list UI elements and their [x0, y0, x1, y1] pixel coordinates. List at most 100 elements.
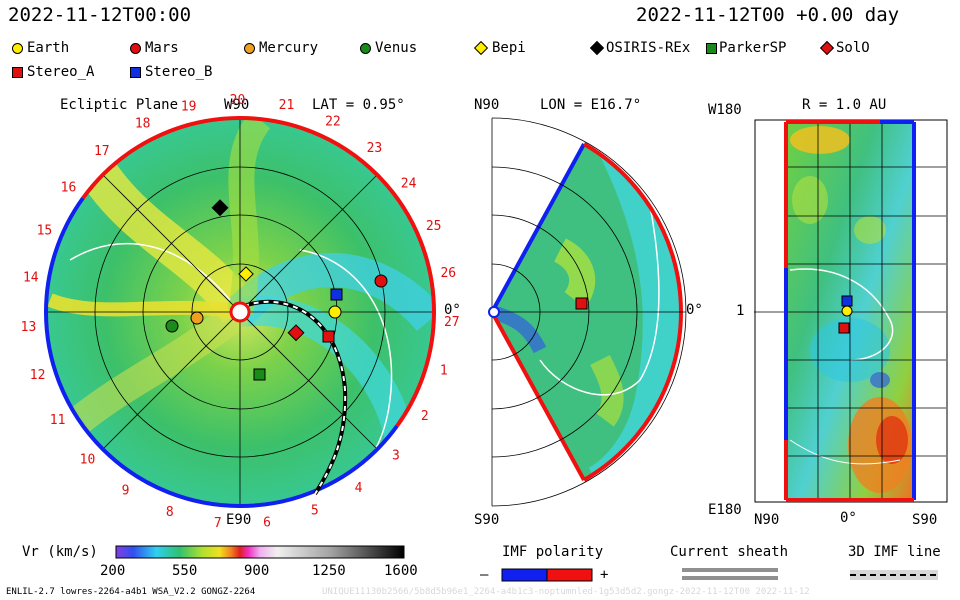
- carrington-number: 10: [80, 452, 96, 467]
- stereo-a-marker-icon: [12, 66, 23, 78]
- legend-label: Stereo_A: [27, 64, 95, 80]
- meridional-stereo-a-marker: [575, 297, 588, 310]
- legend-label: Stereo_B: [145, 64, 213, 80]
- carrington-labels: 19 20 212223242526271234567891011121314151…: [21, 93, 460, 531]
- mars-marker-icon: [130, 42, 141, 54]
- carrington-number: 14: [23, 271, 39, 286]
- carrington-number: 17: [94, 144, 110, 159]
- meridional-bottom-label: S90: [474, 512, 500, 528]
- radial-top-label: W180: [708, 102, 742, 118]
- carrington-number: 13: [21, 320, 37, 335]
- carrington-number: 22: [325, 115, 341, 130]
- colorbar-tick-900: 900: [244, 563, 270, 579]
- legend-item-stereo-b: Stereo_B: [130, 64, 212, 80]
- ecliptic-title: Ecliptic Plane: [60, 97, 179, 113]
- earth-marker: [328, 305, 342, 319]
- radial-x-label-0: 0°: [840, 510, 857, 526]
- radial-earth-marker: [841, 305, 853, 317]
- meridional-plot: [488, 117, 687, 507]
- legend-item-solo: SolO: [819, 40, 870, 56]
- legend-item-mercury: Mercury: [244, 40, 318, 56]
- vr-colorbar: [115, 545, 405, 559]
- imf-title: IMF polarity: [502, 544, 604, 560]
- imf-plus: +: [600, 567, 609, 583]
- left-timestamp: 2022-11-12T00:00: [8, 4, 192, 26]
- ecliptic-right-label: 0°: [444, 302, 461, 318]
- legend-label: Bepi: [492, 40, 526, 56]
- carrington-number: 1: [440, 363, 448, 378]
- carrington-number: 19: [181, 99, 197, 114]
- ecliptic-top-label: W90: [224, 97, 250, 113]
- imf-polarity-bar: [501, 568, 593, 582]
- legend-item-venus: Venus: [360, 40, 417, 56]
- radial-bottom-label: E180: [708, 502, 742, 518]
- carrington-number: 5: [311, 503, 319, 518]
- legend-label: Earth: [27, 40, 70, 56]
- radial-markers: [838, 295, 853, 334]
- carrington-number: 26: [440, 266, 456, 281]
- carrington-number: 11: [50, 413, 66, 428]
- meridional-lon-label: LON = E16.7°: [540, 97, 642, 113]
- radial-mid-label: 1: [736, 303, 745, 319]
- radial-stereo-b-marker: [841, 295, 853, 307]
- radial-r-label: R = 1.0 AU: [802, 97, 887, 113]
- footer-right: UNIQUE11130b2566/5b8d5b96e1_2264-a4b1c3-…: [322, 587, 810, 597]
- venus-marker: [165, 319, 179, 333]
- radial-x-label-s90: S90: [912, 512, 938, 528]
- current-sheath-sample: [682, 568, 778, 580]
- legend-item-parkersp: ParkerSP: [706, 40, 786, 56]
- radial-x-label-n90: N90: [754, 512, 780, 528]
- carrington-number: 15: [37, 223, 53, 238]
- meridional-top-label: N90: [474, 97, 500, 113]
- carrington-number: 2: [421, 409, 429, 424]
- carrington-number: 27: [444, 315, 460, 330]
- footer-left: ENLIL-2.7 lowres-2264-a4b1 WSA_V2.2 GONG…: [6, 587, 256, 597]
- legend-label: Venus: [375, 40, 418, 56]
- legend-label: Mercury: [259, 40, 319, 56]
- legend-label: SolO: [836, 40, 870, 56]
- carrington-number: 8: [166, 505, 174, 520]
- ecliptic-bottom-label: E90: [226, 512, 252, 528]
- mercury-marker: [190, 311, 204, 325]
- radial-map-plot: [754, 119, 948, 503]
- legend-item-mars: Mars: [130, 40, 179, 56]
- colorbar-tick-1600: 1600: [384, 563, 418, 579]
- parkersp-marker: [253, 368, 266, 381]
- carrington-number: 25: [426, 219, 442, 234]
- mercury-marker-icon: [244, 42, 255, 54]
- ecliptic-lat-label: LAT = 0.95°: [312, 97, 405, 113]
- ecliptic-markers: [165, 199, 388, 381]
- parkersp-marker-icon: [706, 42, 717, 54]
- legend-item-earth: Earth: [12, 40, 69, 56]
- legend-label: ParkerSP: [719, 40, 787, 56]
- imf-line-sample: [850, 570, 938, 580]
- carrington-number: 23: [367, 141, 383, 156]
- venus-marker-icon: [360, 42, 371, 54]
- legend-label: Mars: [145, 40, 179, 56]
- carrington-number: 20: [230, 93, 246, 108]
- meridional-right-label: 0°: [686, 302, 703, 318]
- carrington-number: 12: [30, 368, 46, 383]
- carrington-number: 3: [392, 449, 400, 464]
- carrington-number: 9: [122, 484, 130, 499]
- earth-marker-icon: [12, 42, 23, 54]
- stereo-b-marker-icon: [130, 66, 141, 78]
- carrington-number: 21: [279, 98, 295, 113]
- mars-marker: [374, 274, 388, 288]
- carrington-number: 6: [263, 515, 271, 530]
- imf-line-title: 3D IMF line: [848, 544, 941, 560]
- radial-stereo-a-marker: [838, 322, 850, 334]
- bepi-marker: [238, 266, 254, 282]
- colorbar-title: Vr (km/s): [22, 544, 98, 560]
- carrington-number: 16: [61, 180, 77, 195]
- sheath-title: Current sheath: [670, 544, 789, 560]
- colorbar-tick-1250: 1250: [312, 563, 346, 579]
- solo-marker: [287, 324, 305, 342]
- carrington-number: 18: [135, 117, 151, 132]
- imf-minus: –: [480, 567, 489, 583]
- legend-item-osiris: OSIRIS-REx: [589, 40, 690, 56]
- carrington-number: 7: [214, 516, 222, 531]
- right-timestamp: 2022-11-12T00 +0.00 day: [636, 4, 900, 26]
- carrington-number: 24: [401, 176, 417, 191]
